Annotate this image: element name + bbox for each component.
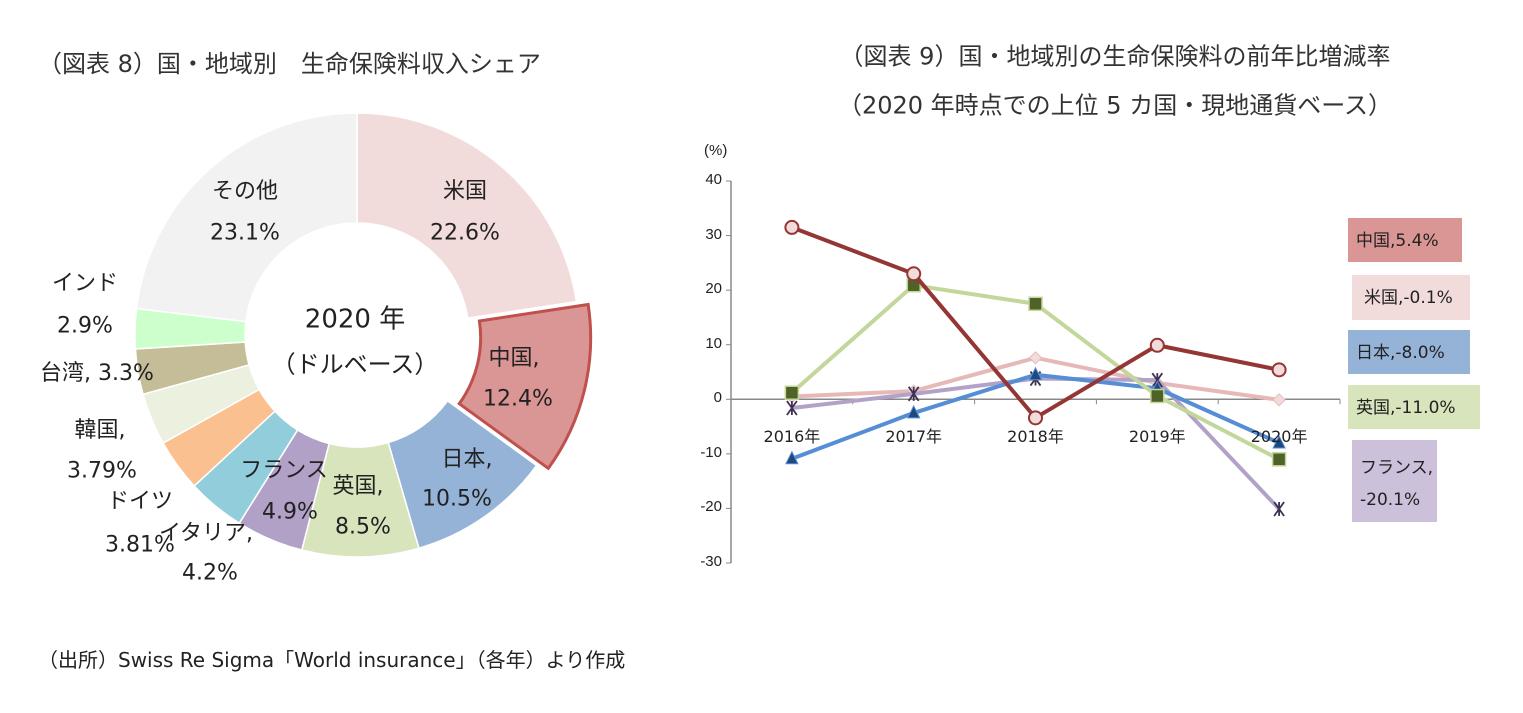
legend-us-label: 米国,-0.1%	[1364, 288, 1453, 308]
data-point-中国	[1028, 410, 1043, 426]
slice-label-taiwan: 台湾, 3.3%	[40, 361, 154, 386]
data-point-日本	[906, 404, 921, 419]
slice-value-other: 23.1%	[210, 220, 280, 246]
y-axis-unit: (%)	[704, 142, 728, 159]
data-point-フランス	[907, 386, 920, 402]
y-tick-label: 0	[713, 389, 722, 407]
series-英国	[784, 277, 1287, 467]
data-point-フランス	[786, 400, 798, 416]
pie-slice-中国	[457, 302, 593, 471]
pie-center-basis: （ドルベース）	[271, 350, 439, 379]
slice-label-italy: イタリア,	[158, 521, 254, 546]
data-point-中国	[784, 219, 800, 235]
legend-japan: 日本,-8.0%	[1348, 330, 1470, 374]
slice-value-france: 4.9%	[262, 499, 318, 525]
y-tick-label: 20	[705, 280, 722, 298]
slice-value-us: 22.6%	[430, 220, 500, 246]
pie-title: （図表 8）国・地域別 生命保険料収入シェア	[38, 50, 541, 78]
source-note: （出所）Swiss Re Sigma「World insurance」（各年）よ…	[38, 648, 626, 672]
legend-uk: 英国,-11.0%	[1348, 385, 1480, 429]
series-中国	[784, 219, 1287, 426]
slice-value-germany: 3.81%	[105, 532, 175, 558]
y-tick-label: 30	[705, 225, 722, 243]
line-title-1: （図表 9）国・地域別の生命保険料の前年比増減率	[839, 42, 1391, 71]
series-日本	[785, 366, 1286, 465]
slice-value-china: 12.4%	[483, 386, 553, 412]
data-point-英国	[1271, 452, 1287, 467]
data-point-中国	[1149, 337, 1165, 353]
data-point-日本	[1272, 434, 1286, 449]
legend-uk-label: 英国,-11.0%	[1356, 398, 1456, 418]
data-point-米国	[1028, 351, 1043, 365]
legend-china-label: 中国,5.4%	[1356, 231, 1439, 251]
y-tick-label: -10	[700, 443, 722, 461]
data-point-英国	[1028, 296, 1043, 312]
legend-japan-label: 日本,-8.0%	[1356, 343, 1445, 363]
slice-label-china: 中国,	[488, 346, 540, 371]
data-point-日本	[1028, 366, 1043, 381]
y-tick-label: -20	[700, 498, 722, 516]
x-tick-label: 2018年	[1007, 427, 1064, 447]
slice-value-italy: 4.2%	[182, 560, 238, 586]
data-point-英国	[784, 385, 800, 400]
pie-slice-米国	[356, 112, 578, 320]
slice-label-japan: 日本,	[441, 447, 493, 472]
data-point-日本	[785, 450, 799, 465]
x-tick-label: 2020年	[1250, 427, 1308, 447]
slice-label-france: フランス	[240, 458, 328, 483]
slice-value-uk: 8.5%	[335, 514, 391, 540]
slice-label-korea: 韓国,	[74, 418, 126, 443]
x-tick-label: 2017年	[885, 427, 943, 447]
data-point-米国	[1272, 393, 1286, 407]
slice-label-india: インド	[51, 271, 119, 296]
slice-value-korea: 3.79%	[67, 458, 137, 484]
slice-label-us: 米国	[442, 179, 488, 204]
slice-label-uk: 英国,	[332, 474, 384, 499]
data-point-中国	[1271, 362, 1287, 378]
x-tick-label: 2019年	[1128, 427, 1186, 447]
legend-china: 中国,5.4%	[1348, 218, 1462, 262]
slice-value-india: 2.9%	[57, 313, 113, 339]
pie-center-year: 2020 年	[304, 304, 406, 335]
legend-france-value: -20.1%	[1360, 490, 1421, 510]
y-tick-label: -30	[700, 553, 722, 570]
data-point-英国	[1150, 388, 1165, 404]
slice-value-japan: 10.5%	[422, 486, 492, 512]
y-tick-label: 10	[705, 334, 722, 352]
line-title-2: （2020 年時点での上位 5 カ国・現地通貨ベース）	[837, 91, 1393, 120]
legend-france-label: フランス,	[1360, 458, 1434, 478]
slice-label-germany: ドイツ	[106, 489, 174, 514]
data-point-中国	[906, 266, 922, 282]
slice-label-other: その他	[211, 179, 279, 204]
data-point-フランス	[1273, 501, 1285, 517]
legend-us: 米国,-0.1%	[1352, 275, 1470, 320]
pie-slice-その他	[135, 112, 358, 323]
y-tick-label: 40	[705, 171, 722, 188]
legend-france: フランス, -20.1%	[1352, 440, 1437, 522]
x-tick-label: 2016年	[763, 427, 821, 447]
